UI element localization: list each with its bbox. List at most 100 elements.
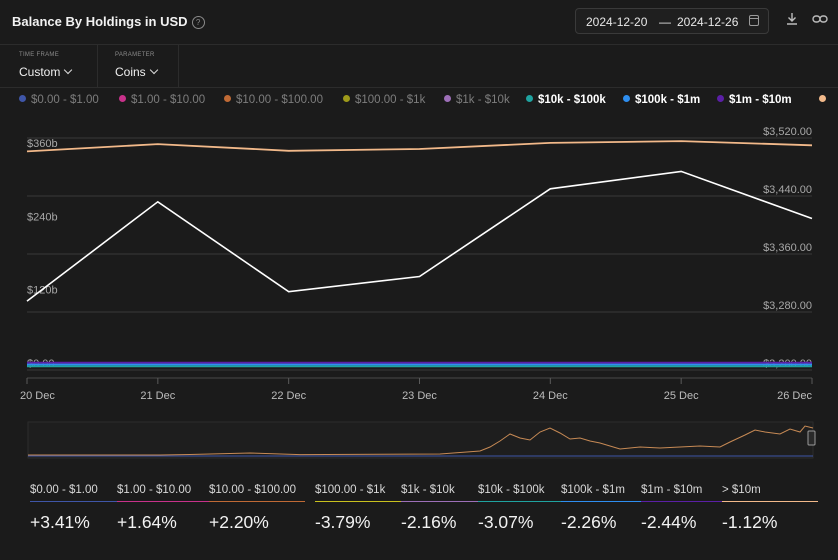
stat-value: +3.41% [30,512,90,532]
stat-item: $10k - $100k -3.07% [478,484,574,533]
parameter-value[interactable]: Coins [115,65,158,79]
chart-title: Balance By Holdings in USD? [12,14,205,29]
stat-value: -1.12% [722,512,778,532]
stat-item: $10.00 - $100.00 +2.20% [209,484,305,533]
legend-dot [444,95,451,102]
main-chart[interactable]: $3,200.00$3,280.00$3,360.00$3,440.00$3,5… [0,115,838,410]
x-tick-label: 21 Dec [140,390,175,402]
legend-label: $10k - $100k [538,94,606,106]
stats-row: $0.00 - $1.00 +3.41% $1.00 - $10.00 +1.64%… [0,484,838,560]
x-tick-label: 22 Dec [271,390,306,402]
stat-label: $10k - $100k [478,484,545,496]
legend-dot [717,95,724,102]
x-tick-label: 25 Dec [664,390,699,402]
stat-underline [722,501,818,502]
stat-item: $100k - $1m -2.26% [561,484,657,533]
legend-item[interactable] [819,94,831,106]
series-line [26,140,813,153]
stat-label: $100.00 - $1k [315,484,386,496]
legend-item[interactable]: $10k - $100k [526,94,606,106]
legend-dot [224,95,231,102]
chevron-down-icon [149,65,158,75]
stat-value: -2.44% [641,512,697,532]
navigator-handle[interactable] [807,430,816,446]
legend-item[interactable]: $10.00 - $100.00 [224,94,323,106]
parameter-label: PARAMETER [115,52,155,58]
chart-header: Balance By Holdings in USD? 2024-12-20 —… [0,0,838,44]
y-right-tick-label: $3,280.00 [763,300,812,312]
chart-legend: $0.00 - $1.00 $1.00 - $10.00 $10.00 - $1… [0,94,838,110]
stat-item: $1k - $10k -2.16% [401,484,497,533]
stat-label: $1.00 - $10.00 [117,484,192,496]
legend-dot [623,95,630,102]
legend-dot [119,95,126,102]
parameter-select[interactable]: PARAMETER Coins [98,45,178,87]
stat-value: +1.64% [117,512,177,532]
legend-label: $10.00 - $100.00 [236,94,323,106]
date-from[interactable]: 2024-12-20 [586,15,648,29]
stat-underline [30,501,126,502]
x-tick-label: 20 Dec [20,390,55,402]
y-left-tick-label: $120b [27,285,58,297]
x-tick-label: 26 Dec [777,390,812,402]
stat-underline [561,501,657,502]
legend-label: $1m - $10m [729,94,792,106]
stat-label: $1m - $10m [641,484,703,496]
legend-dot [819,95,826,102]
help-icon[interactable]: ? [191,16,205,29]
stat-item: > $10m -1.12% [722,484,818,533]
legend-item[interactable]: $1m - $10m [717,94,792,106]
legend-label: $100k - $1m [635,94,701,106]
stat-label: $0.00 - $1.00 [30,484,98,496]
stat-value: -3.79% [315,512,371,532]
stat-underline [641,501,737,502]
navigator-line [28,425,814,456]
stat-item: $0.00 - $1.00 +3.41% [30,484,126,533]
stat-item: $100.00 - $1k -3.79% [315,484,411,533]
legend-label: $100.00 - $1k [355,94,426,106]
legend-item[interactable]: $1k - $10k [444,94,510,106]
stat-underline [478,501,574,502]
stat-label: $100k - $1m [561,484,625,496]
legend-item[interactable]: $0.00 - $1.00 [19,94,99,106]
legend-item[interactable]: $100k - $1m [623,94,700,106]
legend-label: $0.00 - $1.00 [31,94,99,106]
stat-underline [117,501,213,502]
divider [178,45,179,87]
stat-value: +2.20% [209,512,269,532]
chart-title-text: Balance By Holdings in USD [12,14,188,29]
stat-label: > $10m [722,484,761,496]
time-navigator[interactable] [0,420,838,460]
y-right-tick-label: $3,520.00 [763,126,812,138]
legend-dot [343,95,350,102]
legend-dot [19,95,26,102]
date-range-picker[interactable]: 2024-12-20 — 2024-12-26 [575,8,769,34]
series-line [26,170,813,302]
legend-item[interactable]: $100.00 - $1k [343,94,425,106]
date-to[interactable]: 2024-12-26 [677,15,739,29]
download-icon[interactable] [784,12,800,28]
chart-controls: TIME FRAME Custom PARAMETER Coins [0,44,838,88]
link-icon[interactable] [812,12,828,28]
stat-item: $1m - $10m -2.44% [641,484,737,533]
legend-label: $1.00 - $10.00 [131,94,206,106]
y-left-tick-label: $240b [27,211,58,223]
legend-label: $1k - $10k [456,94,510,106]
legend-dot [526,95,533,102]
x-tick-label: 23 Dec [402,390,437,402]
stat-item: $1.00 - $10.00 +1.64% [117,484,213,533]
stat-underline [209,501,305,502]
navigator-background [27,421,814,459]
stat-label: $1k - $10k [401,484,455,496]
y-right-tick-label: $3,440.00 [763,184,812,196]
timeframe-label: TIME FRAME [19,52,59,58]
timeframe-select[interactable]: TIME FRAME Custom [0,45,97,87]
stat-value: -2.16% [401,512,457,532]
stat-underline [401,501,497,502]
x-tick-label: 24 Dec [533,390,568,402]
legend-item[interactable]: $1.00 - $10.00 [119,94,205,106]
calendar-icon[interactable] [749,15,759,26]
chevron-down-icon [64,65,73,75]
divider [97,45,98,87]
timeframe-value[interactable]: Custom [19,65,73,79]
